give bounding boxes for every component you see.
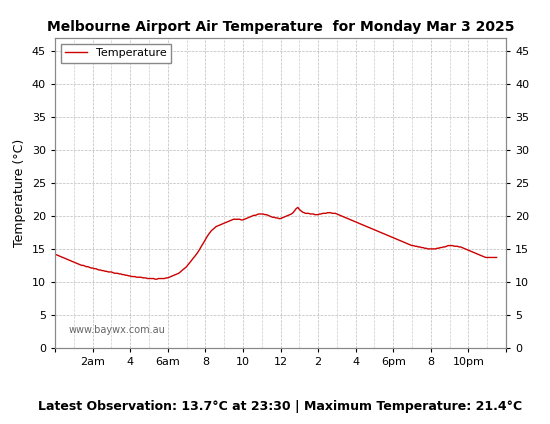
Temperature xyxy=(479,254,486,259)
Line: Temperature: Temperature xyxy=(55,207,497,279)
Temperature xyxy=(294,205,301,210)
Temperature xyxy=(365,225,372,230)
Temperature xyxy=(493,255,500,260)
Text: www.baywx.com.au: www.baywx.com.au xyxy=(69,325,166,335)
Temperature xyxy=(152,276,158,282)
Y-axis label: Temperature (°C): Temperature (°C) xyxy=(13,139,26,247)
Temperature xyxy=(421,245,428,251)
Temperature xyxy=(52,251,58,257)
Temperature xyxy=(69,259,75,264)
Temperature xyxy=(265,213,271,218)
Temperature xyxy=(163,275,169,280)
Title: Melbourne Airport Air Temperature  for Monday Mar 3 2025: Melbourne Airport Air Temperature for Mo… xyxy=(47,20,514,34)
Text: Latest Observation: 13.7°C at 23:30 | Maximum Temperature: 21.4°C: Latest Observation: 13.7°C at 23:30 | Ma… xyxy=(39,400,522,413)
Legend: Temperature: Temperature xyxy=(60,44,171,63)
